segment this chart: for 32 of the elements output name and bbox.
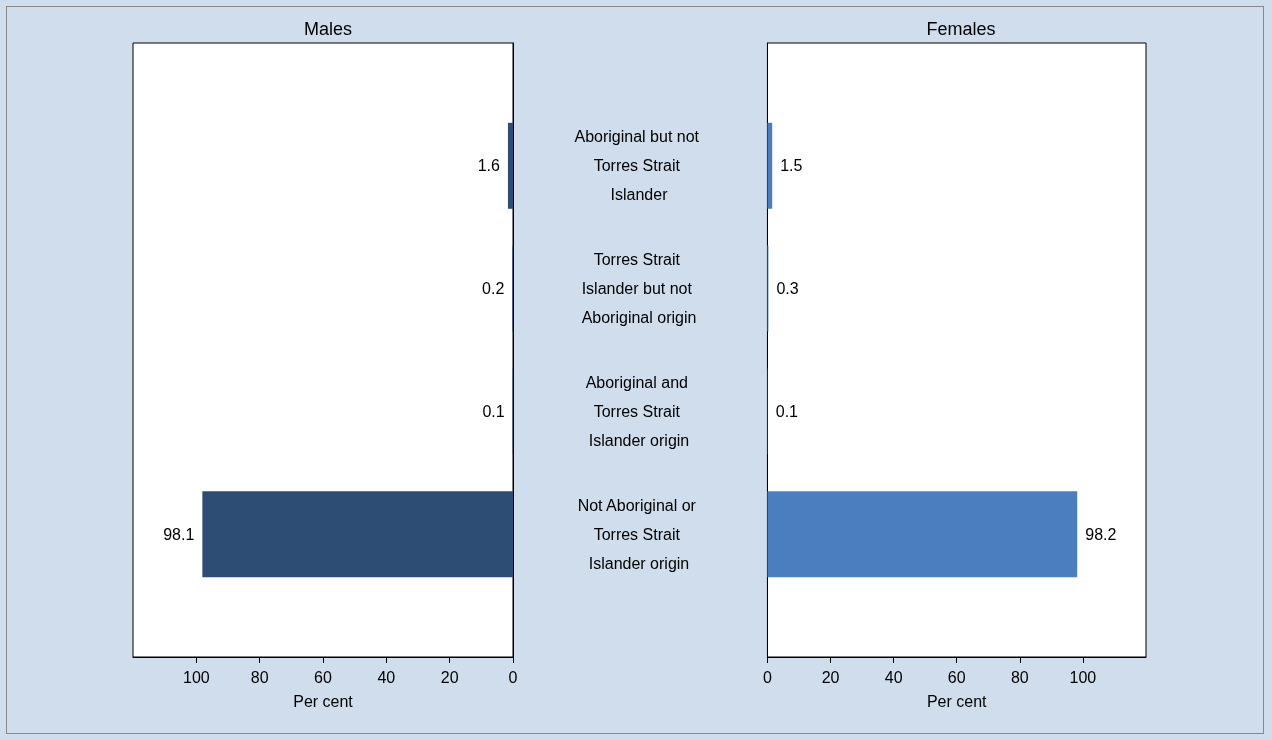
x-tick-label: 20 [821, 668, 840, 686]
data-label: 1.6 [477, 157, 501, 175]
data-label: 98.2 [1085, 525, 1117, 543]
bar [507, 122, 513, 209]
x-tick-label: 80 [1010, 668, 1029, 686]
data-label: 0.3 [776, 280, 799, 298]
y-tick-label: Aboriginal and Torres Strait Islander origin [585, 373, 693, 449]
x-tick-label: 0 [508, 668, 518, 686]
y-tick-label: Not Aboriginal or Torres Strait Islander origin [577, 496, 701, 572]
x-tick-label: 100 [1069, 668, 1097, 686]
data-label: 0.1 [775, 402, 799, 420]
chart-title: Males [303, 19, 353, 39]
x-tick-label: 0 [763, 668, 772, 686]
bar [767, 122, 773, 209]
chart-title: Females [926, 19, 996, 39]
x-tick-label: 20 [440, 668, 459, 686]
bar [767, 491, 1078, 578]
data-label: 0.2 [482, 280, 505, 298]
x-tick-label: 80 [250, 668, 269, 686]
y-tick-label: Torres Strait Islander but not Aboriginal origin [581, 251, 697, 327]
x-axis-title: Per cent [926, 692, 988, 710]
x-tick-label: 40 [884, 668, 903, 686]
bar [202, 491, 513, 578]
x-tick-label: 40 [377, 668, 396, 686]
x-tick-label: 100 [182, 668, 210, 686]
data-label: 1.5 [780, 157, 803, 175]
x-tick-label: 60 [947, 668, 966, 686]
data-label: 0.1 [482, 402, 505, 420]
x-axis-title: Per cent [293, 692, 354, 710]
data-label: 98.1 [163, 525, 195, 543]
x-tick-label: 60 [314, 668, 332, 686]
y-tick-label: Aboriginal but not Torres Strait Islander [574, 128, 704, 204]
